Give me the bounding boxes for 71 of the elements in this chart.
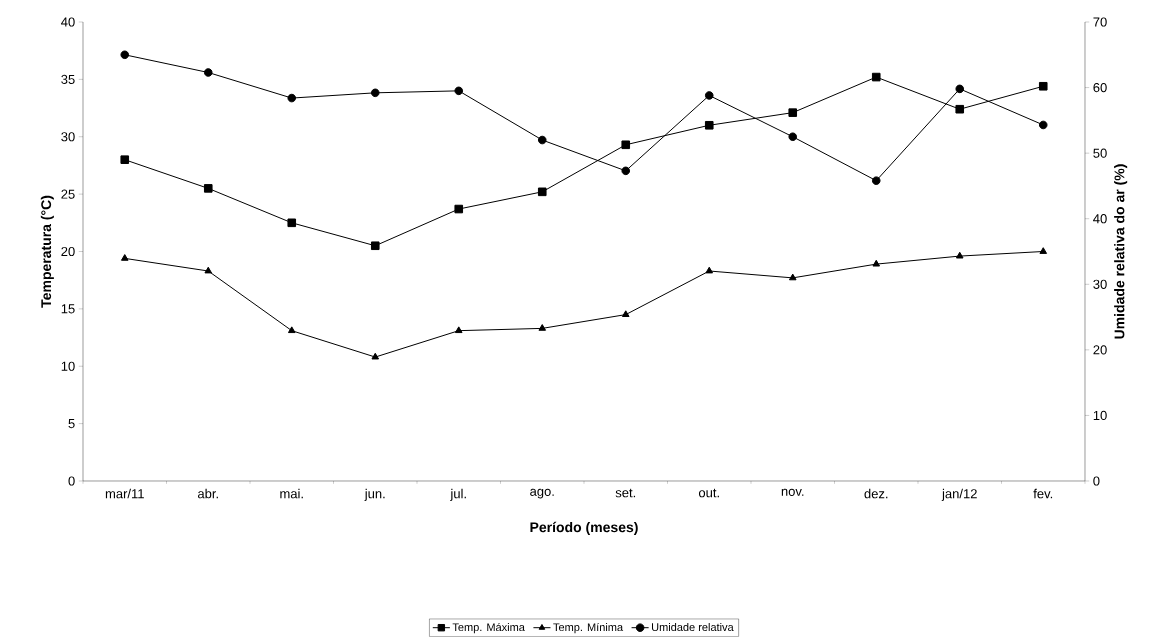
y-tick-label: 20 [61,247,75,257]
point [871,176,881,186]
y2-tick-label: 40 [1093,214,1107,224]
point [788,273,797,281]
x-tick-label: ago. [530,488,554,499]
point [955,84,965,94]
point [454,326,463,334]
x-tick-label: out. [698,488,719,498]
point [955,251,964,259]
x-tick-label: nov. [781,488,804,497]
x-tick-label: dez. [864,488,888,499]
point [287,93,297,103]
x-tick-label: mai. [280,488,303,499]
legend-label: Temp. Máxima [452,623,525,634]
point [537,135,547,145]
y2-tick-label: 30 [1093,279,1107,290]
point [287,218,297,228]
point [454,204,464,214]
point [621,140,631,150]
point [120,155,130,165]
point [120,50,130,60]
y-tick-label: 15 [61,304,75,314]
point [788,132,798,142]
point [370,88,380,98]
x-axis-title: Período (meses) [530,521,638,536]
point [1038,120,1048,130]
y2-tick-label: 70 [1093,17,1107,27]
y-tick-label: 10 [61,361,75,371]
point [1039,247,1048,255]
x-tick-label: fev. [1033,488,1053,499]
point [287,326,296,334]
point [705,266,714,274]
point [788,108,798,118]
point [203,68,213,77]
point [872,259,881,267]
point [370,241,380,251]
x-tick-label: jan/12 [941,488,977,502]
y-tick-label: 25 [61,189,75,199]
y-tick-label: 40 [61,17,75,27]
x-tick-label: set. [615,488,636,498]
y2-tick-label: 0 [1093,476,1100,486]
point [955,105,965,114]
y-axis-title: Temperatura (°C) [40,196,54,308]
point [537,187,547,197]
y-tick-label: 30 [61,132,75,142]
legend-label: Temp. Mínima [553,623,624,634]
y2-axis-title: Umidade relativa do ar (%) [1114,164,1128,339]
y2-tick-label: 50 [1093,148,1107,158]
x-tick-label: jul. [450,488,466,502]
point [204,266,213,274]
point [621,166,631,176]
point [371,352,380,360]
x-tick-label: jun. [364,488,385,502]
point [203,184,213,193]
point [120,254,129,261]
x-tick-label: mar/11 [105,488,144,499]
x-tick-label: abr. [197,488,218,499]
y-tick-label: 0 [68,476,75,486]
y2-tick-label: 20 [1093,345,1107,355]
point [538,324,547,331]
point [454,86,464,96]
point [704,121,714,130]
y-tick-label: 5 [68,419,75,429]
legend-label: Umidade relativa [652,623,734,632]
point [1038,82,1048,91]
point [871,72,881,82]
y-tick-label: 35 [61,74,75,85]
point [621,310,630,318]
y2-tick-label: 60 [1093,83,1107,93]
point [704,91,714,100]
y2-tick-label: 10 [1093,410,1107,421]
